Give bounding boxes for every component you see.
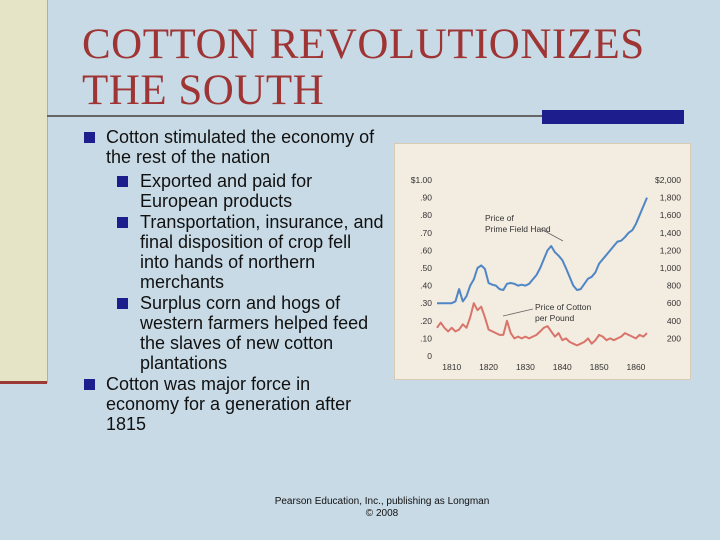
price-chart-svg: $1.00 .90 .80 .70 .60 .50 .40 .30 .20 .10 0 $2,000 1… <box>411 175 682 372</box>
field-hand-annotation: Price of <box>485 213 514 223</box>
square-bullet-icon <box>117 298 128 309</box>
sub-bullet-text: Exported and paid for European products <box>140 171 313 211</box>
right-axis-tick-label: 1,600 <box>660 210 682 220</box>
x-axis-tick-label: 1850 <box>590 362 609 372</box>
bullet-item: Cotton stimulated the economy of the res… <box>84 127 384 167</box>
cotton-annotation: Price of Cotton <box>535 302 591 312</box>
field-hand-annotation: Prime Field Hand <box>485 224 551 234</box>
sub-bullet-item: Exported and paid for European products <box>84 171 384 211</box>
x-axis-tick-label: 1810 <box>442 362 461 372</box>
left-band-edge <box>47 0 48 383</box>
credit-text: Pearson Education, Inc., publishing as L… <box>252 496 512 520</box>
cotton-price-line <box>436 302 648 347</box>
bullet-item: Cotton was major force in economy for a … <box>84 374 384 434</box>
left-axis-tick-label: 0 <box>427 351 432 361</box>
slide-title-line1: COTTON REVOLUTIONIZES <box>82 21 645 68</box>
right-axis-tick-label: 400 <box>667 316 681 326</box>
right-axis-tick-label: 1,800 <box>660 193 682 203</box>
x-axis-tick-label: 1840 <box>553 362 572 372</box>
x-axis-tick-label: 1820 <box>479 362 498 372</box>
x-axis-tick-label: 1860 <box>626 362 645 372</box>
bullet-text: Cotton was major force in economy for a … <box>106 374 352 434</box>
title-accent-bar <box>542 110 684 124</box>
square-bullet-icon <box>84 379 95 390</box>
left-axis-tick-label: .80 <box>420 210 432 220</box>
square-bullet-icon <box>117 217 128 228</box>
field-hand-price-line <box>437 197 648 305</box>
slide-title: COTTON REVOLUTIONIZES THE SOUTH <box>82 22 645 114</box>
slide-title-line2: THE SOUTH <box>82 67 325 114</box>
price-chart: $1.00 .90 .80 .70 .60 .50 .40 .30 .20 .10 0 $2,000 1… <box>394 143 691 380</box>
right-axis-tick-label: 200 <box>667 333 681 343</box>
credit-line-publisher: Pearson Education, Inc., publishing as L… <box>274 496 490 507</box>
left-axis-tick-label: .40 <box>420 281 432 291</box>
sub-bullet-text: Transportation, insurance, and final dis… <box>140 212 384 292</box>
sub-bullet-item: Surplus corn and hogs of western farmers… <box>84 293 384 373</box>
right-axis-tick-label: $2,000 <box>655 175 681 185</box>
right-axis-tick-label: 1,400 <box>660 228 682 238</box>
cotton-annotation: per Pound <box>535 313 574 323</box>
left-decorative-band <box>0 0 47 383</box>
credit-line-copyright: © 2008 <box>365 508 399 519</box>
left-axis-tick-label: .60 <box>420 245 432 255</box>
sub-bullet-text: Surplus corn and hogs of western farmers… <box>140 293 369 373</box>
left-axis-tick-label: .90 <box>420 193 432 203</box>
bullet-text: Cotton stimulated the economy of the res… <box>106 127 375 167</box>
field-hand-leader-line <box>540 228 564 242</box>
right-axis-tick-label: 600 <box>667 298 681 308</box>
left-axis-tick-label: .10 <box>420 333 432 343</box>
left-axis-tick-label: .20 <box>420 316 432 326</box>
left-axis-tick-label: .50 <box>420 263 432 273</box>
square-bullet-icon <box>117 176 128 187</box>
square-bullet-icon <box>84 132 95 143</box>
left-band-rule <box>0 381 47 384</box>
bullet-list: Cotton stimulated the economy of the res… <box>84 127 384 438</box>
cotton-leader-line <box>502 308 534 317</box>
x-axis-tick-label: 1830 <box>516 362 535 372</box>
right-axis-tick-label: 1,000 <box>660 263 682 273</box>
right-axis-tick-label: 800 <box>667 281 681 291</box>
left-axis-tick-label: .70 <box>420 228 432 238</box>
sub-bullet-item: Transportation, insurance, and final dis… <box>84 212 384 292</box>
right-axis-tick-label: 1,200 <box>660 245 682 255</box>
title-underline <box>47 115 542 117</box>
left-axis-tick-label: $1.00 <box>411 175 433 185</box>
left-axis-tick-label: .30 <box>420 298 432 308</box>
